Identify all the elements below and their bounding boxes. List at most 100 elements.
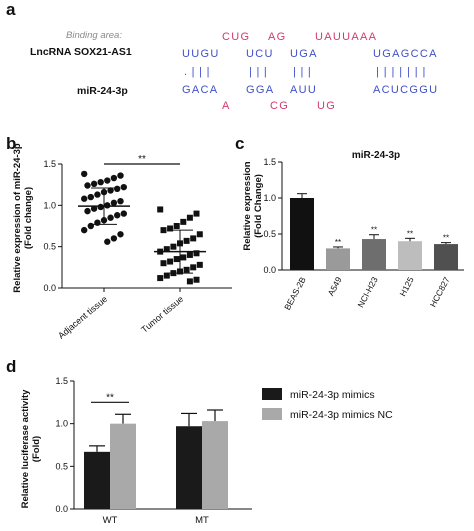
mir-paired-1: GACA [182, 84, 219, 96]
c-y-axis-label-line: Relative expression [242, 161, 253, 250]
mir-bulge-3: UG [317, 100, 337, 112]
b-adjacent-point [114, 185, 121, 192]
mir-bulge-2: CG [270, 100, 290, 112]
b-tumor-point [193, 210, 200, 217]
d-legend-swatch [262, 408, 282, 420]
b-tumor-point [167, 258, 174, 265]
b-tumor-point [183, 237, 190, 244]
pair-marks-3: ||| [293, 66, 316, 78]
lnc-bulge-2: AG [268, 31, 287, 43]
b-adjacent-point [84, 182, 91, 189]
lnc-bulge-1: CUG [222, 31, 251, 43]
b-adjacent-point [104, 202, 111, 209]
pair-marks-4: ||||||| [376, 66, 431, 78]
d-bar [110, 423, 136, 509]
c-bar [362, 239, 386, 270]
b-x-tick-label: Adjacent tissue [56, 294, 109, 341]
b-tumor-point [163, 246, 170, 253]
c-x-tick-label: A549 [326, 275, 344, 297]
mirna-label: miR-24-3p [77, 85, 128, 97]
c-y-axis-label-line: (Fold Change) [253, 174, 264, 238]
b-y-axis-label: Relative expression of miR-24-3p(Fold ch… [12, 143, 34, 293]
lnc-paired-3: UGA [290, 48, 318, 60]
c-title: miR-24-3p [352, 150, 400, 161]
panel-a-letter: a [6, 0, 16, 19]
b-tumor-point [186, 214, 193, 221]
d-x-tick-label: MT [195, 515, 209, 526]
b-adjacent-point [110, 199, 118, 207]
b-tumor-point [163, 272, 170, 279]
b-adjacent-point [120, 210, 128, 217]
d-legend-swatch [262, 388, 282, 400]
b-tumor-point [157, 206, 164, 213]
panel-b-letter: b [6, 134, 17, 153]
c-x-tick-label: NCI-H23 [355, 275, 379, 309]
b-adjacent-point [120, 183, 128, 191]
panel-d-letter: d [6, 357, 17, 376]
b-adjacent-point [117, 172, 124, 179]
mir-paired-3: AUU [290, 84, 318, 96]
d-y-axis-label-line: Relative luciferase activity [20, 389, 31, 509]
b-adjacent-point [117, 198, 124, 205]
c-x-tick-label: H125 [397, 275, 415, 298]
b-tumor-point [190, 264, 197, 271]
b-tumor-point [173, 223, 180, 229]
mir-paired-2: GGA [246, 84, 275, 96]
c-y-tick-label: 1.0 [263, 193, 276, 203]
c-bar [326, 248, 350, 270]
b-tumor-point [157, 275, 164, 282]
b-tumor-point [160, 260, 167, 267]
tissue-scatter-chart: 0.0 0.5 1.0 1.5 Relative expression of miR-2… [12, 143, 232, 341]
b-adjacent-point [97, 203, 104, 211]
b-tumor-point [170, 243, 177, 250]
c-significance-label: ** [371, 226, 377, 235]
b-significance-label: ** [138, 154, 146, 165]
luciferase-bar-chart: 0.0 0.5 1.0 1.5 Relative luciferase activity… [20, 376, 393, 526]
c-y-axis-label: Relative expression(Fold Change) [242, 161, 264, 250]
b-tumor-point [167, 225, 174, 232]
b-tumor-point [193, 276, 200, 283]
b-tumor-point [180, 254, 187, 261]
b-adjacent-point [90, 205, 98, 212]
b-y-tick-label: 1.0 [43, 200, 56, 210]
d-bar [176, 426, 202, 509]
c-x-tick-label: HCC827 [428, 275, 452, 309]
b-tumor-point [186, 251, 193, 258]
d-y-tick-label: 1.5 [55, 376, 68, 386]
b-tumor-point [196, 231, 203, 238]
b-y-tick-label: 0.5 [43, 242, 56, 252]
d-legend-label: miR-24-3p mimics [290, 389, 375, 401]
b-tumor-point [196, 261, 203, 268]
pair-marks-2: ||| [249, 66, 272, 78]
c-y-tick-label: 0.5 [263, 229, 276, 239]
b-adjacent-point [97, 178, 104, 186]
cell-line-bar-chart: 0.0 0.5 1.0 1.5 miR-24-3p Relative expression… [242, 150, 464, 312]
c-bar [434, 244, 458, 270]
b-y-tick-label: 0.0 [43, 283, 56, 293]
binding-area-label: Binding area: [66, 30, 122, 41]
pair-marks-1: .||| [184, 66, 215, 78]
mir-bulge-1: A [222, 100, 231, 112]
b-adjacent-point [87, 222, 95, 230]
lnc-paired-1: UUGU [182, 48, 220, 60]
d-significance-label: ** [106, 392, 114, 403]
d-legend-label: miR-24-3p mimics NC [290, 409, 393, 421]
b-y-tick-label: 1.5 [43, 159, 56, 169]
d-y-tick-label: 0.0 [55, 504, 68, 514]
b-adjacent-point [107, 214, 114, 221]
lnc-paired-2: UCU [246, 48, 274, 60]
lnc-paired-4: UGAGCCA [373, 48, 438, 60]
b-adjacent-point [107, 187, 114, 194]
b-tumor-point [160, 227, 167, 234]
d-bar [84, 451, 110, 509]
b-adjacent-point [110, 174, 118, 182]
c-y-tick-label: 0.0 [263, 265, 276, 275]
b-tumor-point [186, 278, 193, 285]
lncrna-label: LncRNA SOX21-AS1 [30, 46, 132, 58]
c-bar [290, 198, 314, 270]
c-significance-label: ** [443, 234, 449, 243]
b-tumor-point [183, 266, 190, 273]
d-y-axis-label: Relative luciferase activity(Fold) [20, 389, 42, 509]
panel-c-letter: c [235, 134, 245, 153]
d-y-tick-label: 0.5 [55, 461, 68, 471]
